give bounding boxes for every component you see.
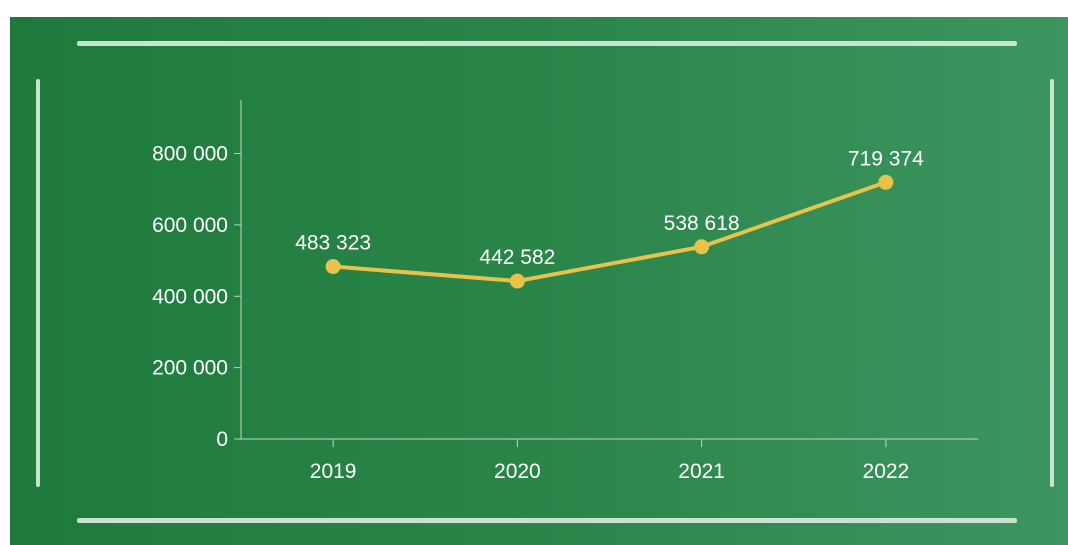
y-tick-label-1: 200 000 xyxy=(152,357,228,380)
chart-panel xyxy=(10,17,1068,545)
x-tick-label-2: 2021 xyxy=(678,460,725,483)
y-tick-label-4: 800 000 xyxy=(152,143,228,166)
series-group xyxy=(325,174,894,289)
frame-right-bar xyxy=(1050,79,1054,487)
x-axis: 2019 2020 2021 2022 xyxy=(241,438,978,483)
data-label-2021: 538 618 xyxy=(664,212,740,235)
data-point-2019 xyxy=(325,259,341,275)
frame-top-bar xyxy=(77,41,1017,46)
data-labels-group: 483 323 442 582 538 618 719 374 xyxy=(295,147,924,269)
y-tick-label-3: 600 000 xyxy=(152,214,228,237)
y-tick-label-0: 0 xyxy=(216,428,228,451)
data-label-2022: 719 374 xyxy=(848,147,924,170)
data-point-2021 xyxy=(694,239,710,255)
data-label-2020: 442 582 xyxy=(479,246,555,269)
series-line-0 xyxy=(331,180,888,284)
y-tick-label-2: 400 000 xyxy=(152,285,228,308)
x-tick-label-1: 2020 xyxy=(494,460,541,483)
data-point-2020 xyxy=(509,273,525,289)
data-point-2022 xyxy=(878,174,894,190)
frame-bottom-bar xyxy=(77,518,1017,523)
x-tick-label-3: 2022 xyxy=(863,460,910,483)
y-axis: 0 200 000 400 000 600 000 800 000 xyxy=(152,100,242,451)
data-label-2019: 483 323 xyxy=(295,232,371,255)
x-tick-label-0: 2019 xyxy=(310,460,357,483)
frame-left-bar xyxy=(36,79,40,487)
